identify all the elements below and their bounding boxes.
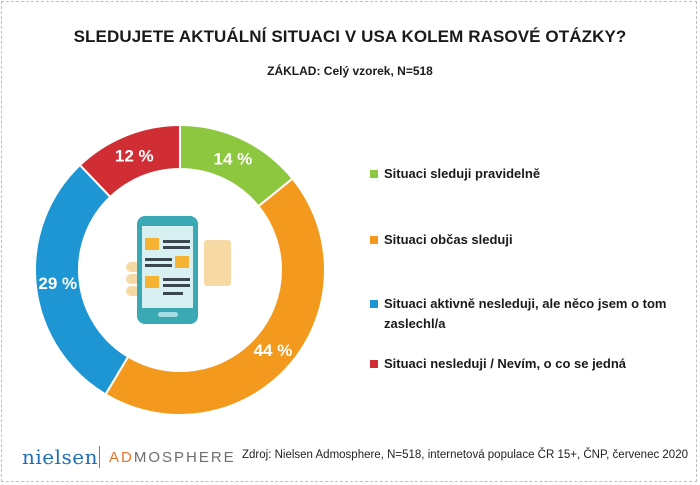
legend-label: Situaci sleduji pravidelně xyxy=(384,166,541,181)
logo-divider xyxy=(99,446,100,468)
legend-marker xyxy=(370,300,378,308)
smartphone-news-thumbs-up-icon xyxy=(126,216,231,324)
legend-label: Situaci nesleduji / Nevím, o co se jedná xyxy=(384,356,627,371)
legend-item: Situaci sleduji pravidelně xyxy=(370,164,670,184)
source-note: Zdroj: Nielsen Admosphere, N=518, intern… xyxy=(242,449,688,461)
legend-marker xyxy=(370,170,378,178)
legend-item: Situaci aktivně nesleduji, ale něco jsem… xyxy=(370,294,670,334)
chart-subtitle: ZÁKLAD: Celý vzorek, N=518 xyxy=(267,64,433,78)
legend-label: Situaci občas sleduji xyxy=(384,232,513,247)
slice-value-label: 44 % xyxy=(254,341,293,360)
legend-marker xyxy=(370,360,378,368)
slice-value-label: 12 % xyxy=(115,146,154,165)
chart-title: SLEDUJETE AKTUÁLNÍ SITUACI V USA KOLEM R… xyxy=(73,27,627,46)
legend-label: Situaci aktivně nesleduji, ale něco jsem… xyxy=(384,296,667,331)
nielsen-logo: nielsen xyxy=(22,445,98,469)
legend-item: Situaci nesleduji / Nevím, o co se jedná xyxy=(370,354,670,374)
donut-slice xyxy=(78,123,181,199)
legend-marker xyxy=(370,236,378,244)
admosphere-logo-rest: MOSPHERE xyxy=(133,449,236,466)
slice-value-label: 29 % xyxy=(38,274,77,293)
slice-value-label: 14 % xyxy=(213,149,252,168)
donut-slice xyxy=(104,177,326,416)
legend-item: Situaci občas sleduji xyxy=(370,230,670,250)
admosphere-logo-accent: AD xyxy=(109,449,134,466)
admosphere-logo: ADMOSPHERE xyxy=(109,449,236,466)
